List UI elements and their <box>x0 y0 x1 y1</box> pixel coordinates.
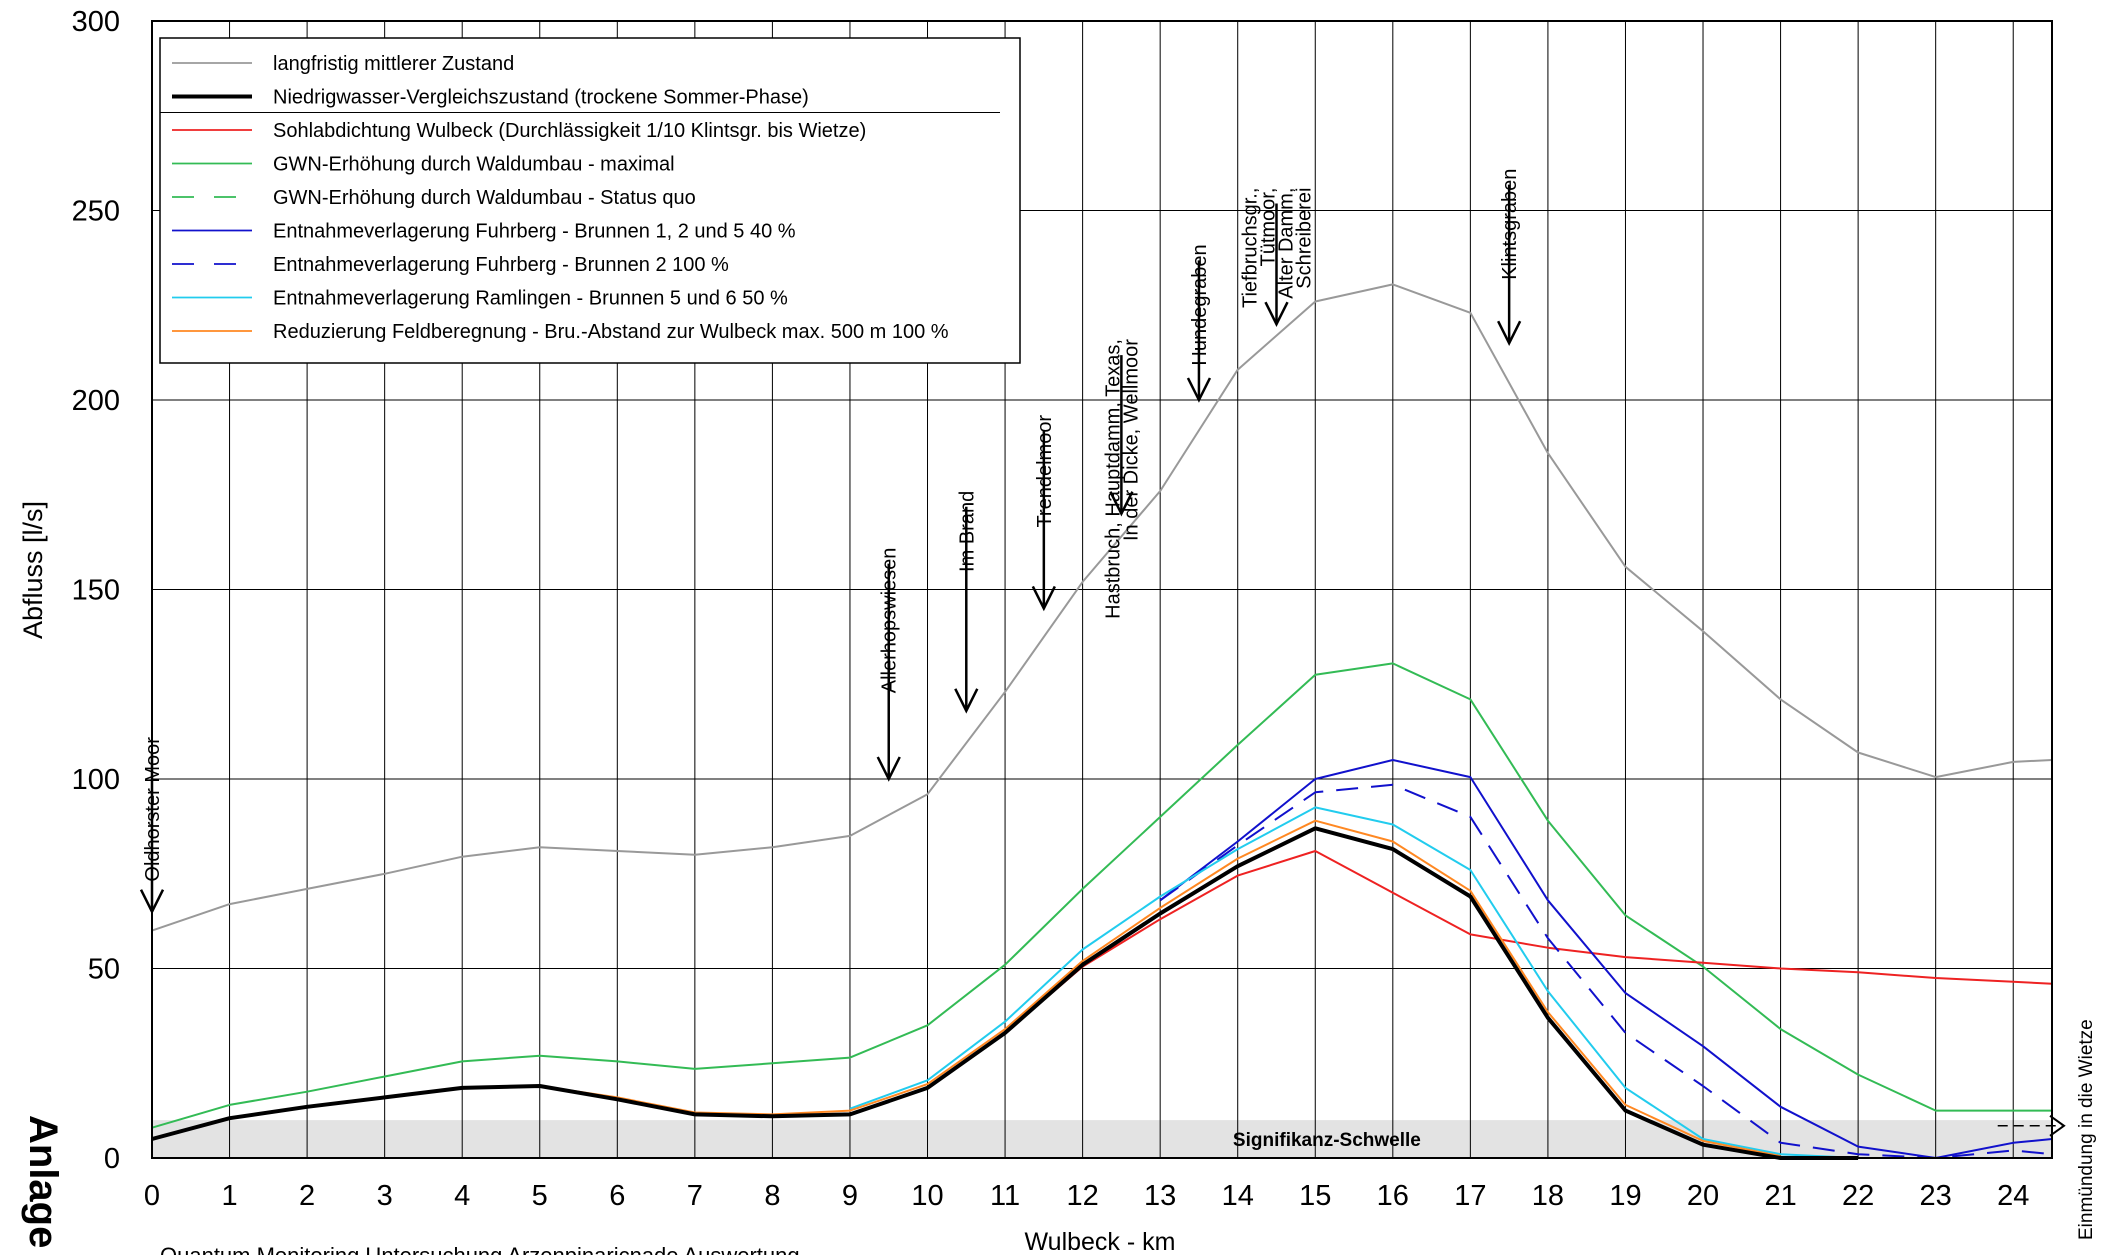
x-tick-label: 19 <box>1609 1180 1641 1212</box>
annotation-label: Tütmoor, <box>1258 188 1280 267</box>
annotation-label: Alter Damm, <box>1276 188 1298 299</box>
annotation-arrowhead <box>1264 301 1289 327</box>
x-tick-label: 20 <box>1687 1180 1719 1212</box>
annotation: Im Brand <box>954 491 979 714</box>
x-tick-label: 17 <box>1454 1180 1486 1212</box>
y-tick-label: 250 <box>72 196 120 228</box>
x-tick-label: 21 <box>1764 1180 1796 1212</box>
y-tick-label: 150 <box>72 575 120 607</box>
legend: langfristig mittlerer Zustand Niedrigwass… <box>159 37 1021 364</box>
annotation: Hundegraben <box>1186 244 1212 403</box>
y-axis-label: Abfluss [l/s] <box>18 501 48 639</box>
y-tick-label: 200 <box>72 385 120 417</box>
threshold-label: Signifikanz-Schwelle <box>1233 1130 1421 1151</box>
legend-label: GWN-Erhöhung durch Waldumbau - maximal <box>273 154 675 176</box>
series-line <box>151 662 2052 1129</box>
x-tick-label: 14 <box>1222 1180 1254 1212</box>
legend-label: Entnahmeverlagerung Fuhrberg - Brunnen 1… <box>273 221 796 243</box>
x-tick-label: 13 <box>1144 1180 1176 1212</box>
x-tick-label: 18 <box>1532 1180 1564 1212</box>
x-tick-label: 22 <box>1842 1180 1874 1212</box>
x-tick-label: 15 <box>1299 1180 1331 1212</box>
annotation-arrowhead <box>1497 320 1522 346</box>
annotation: Tiefbruchsgr.,Tütmoor,Alter Damm,Schreib… <box>1240 188 1316 327</box>
annotation-arrowhead <box>1109 491 1134 517</box>
x-tick-label: 11 <box>990 1180 1020 1212</box>
series-line <box>151 826 1859 1160</box>
x-tick-label: 9 <box>842 1180 858 1212</box>
x-tick-label: 24 <box>1997 1180 2029 1212</box>
x-tick-label: 3 <box>377 1180 393 1212</box>
series-line <box>151 283 2053 932</box>
annotation-label: Hastbruch, Hauptdamm, Texas, <box>1102 339 1124 619</box>
y-tick-label: 0 <box>104 1143 120 1175</box>
x-tick-label: 10 <box>911 1180 943 1212</box>
x-tick-label: 23 <box>1920 1180 1952 1212</box>
annotation-label: Einmündung in die Wietze <box>2076 1019 2097 1240</box>
legend-label: Entnahmeverlagerung Fuhrberg - Brunnen 2… <box>273 254 729 276</box>
y-tick-label: 300 <box>72 6 120 38</box>
annotation-arrowhead <box>1186 377 1212 403</box>
y-tick-labels: 0 50 100 150 200 250 300 <box>72 6 120 1175</box>
x-tick-label: 0 <box>144 1180 160 1212</box>
x-tick-label: 8 <box>764 1180 780 1212</box>
y-tick-label: 100 <box>72 764 120 796</box>
annotation: Einmündung in die Wietze <box>1997 1019 2097 1240</box>
x-tick-label: 7 <box>687 1180 703 1212</box>
x-tick-label: 5 <box>532 1180 548 1212</box>
annotation-arrowhead <box>1031 585 1056 612</box>
legend-box <box>159 37 1021 364</box>
annotation: Hastbruch, Hauptdamm, Texas,In der Dicke… <box>1102 339 1142 619</box>
x-tick-label: 16 <box>1377 1180 1409 1212</box>
series-line <box>849 806 1859 1159</box>
legend-label: Reduzierung Feldberegnung - Bru.-Abstand… <box>273 321 949 343</box>
x-tick-label: 6 <box>609 1180 625 1212</box>
plot-frame <box>151 20 2053 1159</box>
annotation: Trendelmoor <box>1031 415 1056 612</box>
annotation-label: In der Dicke, Wellmoor <box>1120 339 1142 541</box>
annotation-arrowhead <box>876 756 901 782</box>
y-tick-label: 50 <box>88 954 120 986</box>
annotation-arrowhead <box>2049 1114 2066 1137</box>
annotation-arrowhead <box>954 688 979 714</box>
annotations: Oldhorster Moor Allerhopswiesen Im Brand Tr… <box>139 169 2097 1240</box>
annotation-label: Schreiberei <box>1294 188 1316 289</box>
legend-label: Sohlabdichtung Wulbeck (Durchlässigkeit … <box>273 120 866 142</box>
x-tick-label: 4 <box>454 1180 470 1212</box>
x-tick-label: 1 <box>221 1180 237 1212</box>
series-line <box>1004 850 2053 1034</box>
annotation-arrowhead <box>139 889 165 915</box>
footnote: Quantum Monitoring Untersuchung Arzenpin… <box>160 1243 800 1255</box>
x-tick-label: 12 <box>1066 1180 1098 1212</box>
legend-label: Niedrigwasser-Vergleichszustand (trocken… <box>273 87 809 109</box>
x-tick-labels: 0 1 2 3 4 5 6 7 8 9 10 11 12 13 14 15 16 17 18 19 20 21 22 23 24 <box>144 1180 2029 1212</box>
legend-label: Entnahmeverlagerung Ramlingen - Brunnen … <box>273 288 788 310</box>
side-label: Anlage <box>21 1115 65 1248</box>
x-tick-label: 2 <box>299 1180 315 1212</box>
x-axis-label: Wulbeck - km <box>1025 1228 1176 1255</box>
legend-label: GWN-Erhöhung durch Waldumbau - Status qu… <box>273 187 696 209</box>
annotation: Klintsgraben <box>1497 169 1522 346</box>
legend-label: langfristig mittlerer Zustand <box>273 53 514 75</box>
annotation: Oldhorster Moor <box>139 737 165 915</box>
annotation: Allerhopswiesen <box>876 548 901 782</box>
annotation-label: Tiefbruchsgr., <box>1240 188 1262 308</box>
